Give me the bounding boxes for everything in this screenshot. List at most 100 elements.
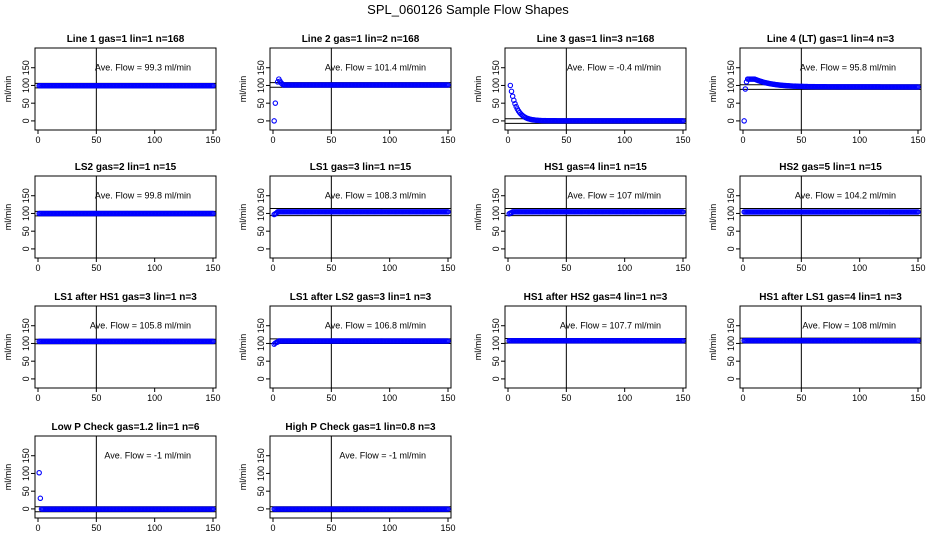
x-tick-label: 50 [561,263,571,273]
y-tick-label: 150 [491,188,501,203]
data-points [741,337,921,344]
plot-frame [504,175,687,259]
y-tick-label: 150 [21,60,31,75]
y-axis-label: ml/min [238,464,248,491]
y-tick-label: 100 [726,78,736,93]
x-tick-label: 150 [910,135,925,145]
data-points [741,209,921,215]
y-tick-label: 100 [491,78,501,93]
panel-title: HS2 gas=5 lin=1 n=15 [779,162,882,173]
data-point [742,86,749,92]
average-flow-label: Ave. Flow = 107.7 ml/min [560,321,661,331]
y-tick-label: 50 [256,98,266,108]
x-tick-label: 50 [561,393,571,403]
y-tick-label: 50 [726,356,736,366]
x-tick-label: 100 [617,393,632,403]
x-tick-label: 0 [740,135,745,145]
data-point [272,100,279,106]
x-tick-label: 150 [675,135,690,145]
panel-2: Line 2 gas=1 lin=2 n=168 0 50 100 150 0 50 100 1… [238,34,456,145]
panel-12: HS1 after LS1 gas=4 lin=1 n=3 0 50 100 150 0 5… [708,292,926,403]
x-tick-label: 100 [852,135,867,145]
data-point [445,338,451,344]
data-point [210,506,216,512]
data-points [271,209,451,218]
x-tick-label: 100 [617,263,632,273]
x-tick-label: 150 [440,393,455,403]
panel-4: Line 4 (LT) gas=1 lin=4 n=3 0 50 100 150 0 50 1… [708,34,926,145]
data-point [915,337,921,344]
x-tick-label: 100 [617,135,632,145]
y-axis-label: ml/min [238,334,248,361]
y-tick-label: 0 [726,246,736,251]
x-tick-label: 0 [270,393,275,403]
y-tick-label: 150 [491,318,501,333]
x-tick-label: 0 [740,263,745,273]
plot-frame [269,435,452,519]
data-point [507,82,514,89]
x-tick-label: 100 [147,263,162,273]
average-flow-label: Ave. Flow = 108.3 ml/min [325,191,426,201]
y-tick-label: 0 [726,118,736,123]
data-point [741,118,747,124]
y-tick-label: 0 [726,376,736,381]
y-tick-label: 150 [726,318,736,333]
y-tick-label: 150 [21,188,31,203]
y-tick-label: 100 [491,336,501,351]
y-tick-label: 100 [21,78,31,93]
panel-10: LS1 after LS2 gas=3 lin=1 n=3 0 50 100 150 0 5… [238,292,456,403]
y-axis-label: ml/min [238,76,248,103]
y-axis-label: ml/min [473,76,483,103]
y-tick-label: 100 [21,336,31,351]
y-tick-label: 0 [491,118,501,123]
average-flow-label: Ave. Flow = 106.8 ml/min [325,321,426,331]
panel-title: LS1 after LS2 gas=3 lin=1 n=3 [290,292,432,303]
data-point [915,209,921,215]
data-points [271,76,451,124]
y-axis-label: ml/min [3,464,13,491]
plot-frame [269,47,452,131]
panel-title: High P Check gas=1 lin=0.8 n=3 [285,422,436,433]
y-tick-label: 0 [256,376,266,381]
panel-6: LS1 gas=3 lin=1 n=15 0 50 100 150 0 50 100 150 ml… [238,162,456,273]
y-tick-label: 50 [256,356,266,366]
data-point [512,100,518,107]
panel-11: HS1 after HS2 gas=4 lin=1 n=3 0 50 100 150 0 5… [473,292,691,403]
y-tick-label: 50 [491,356,501,366]
average-flow-label: Ave. Flow = 108 ml/min [802,321,896,331]
data-points [507,82,686,124]
panel-title: LS2 gas=2 lin=1 n=15 [75,162,177,173]
y-tick-label: 50 [726,226,736,236]
panel-3: Line 3 gas=1 lin=3 n=168 0 50 100 150 0 50 100 1… [473,34,691,145]
figure-title: SPL_060126 Sample Flow Shapes [367,2,569,17]
x-tick-label: 100 [147,393,162,403]
x-tick-label: 150 [910,263,925,273]
data-point [36,469,42,476]
x-tick-label: 0 [35,263,40,273]
y-axis-label: ml/min [708,204,718,231]
data-points [36,82,216,89]
x-tick-label: 150 [440,135,455,145]
x-tick-label: 50 [91,263,101,273]
data-points [36,210,216,217]
panel-title: Line 4 (LT) gas=1 lin=4 n=3 [767,34,895,45]
y-tick-label: 100 [21,466,31,481]
x-tick-label: 100 [852,393,867,403]
x-tick-label: 150 [205,393,220,403]
x-tick-label: 50 [91,523,101,533]
panel-title: Line 3 gas=1 lin=3 n=168 [537,34,655,45]
plot-frame [34,435,217,519]
x-tick-label: 150 [205,263,220,273]
y-tick-label: 50 [726,98,736,108]
plot-frame [269,305,452,389]
average-flow-label: Ave. Flow = 99.3 ml/min [95,63,191,73]
panel-title: Low P Check gas=1.2 lin=1 n=6 [52,422,200,433]
panel-title: HS1 gas=4 lin=1 n=15 [544,162,647,173]
data-point [210,82,216,89]
x-tick-label: 100 [382,393,397,403]
plot-frame [504,47,687,131]
y-tick-label: 0 [256,118,266,123]
y-axis-label: ml/min [708,334,718,361]
data-points [506,209,686,217]
x-tick-label: 0 [505,393,510,403]
